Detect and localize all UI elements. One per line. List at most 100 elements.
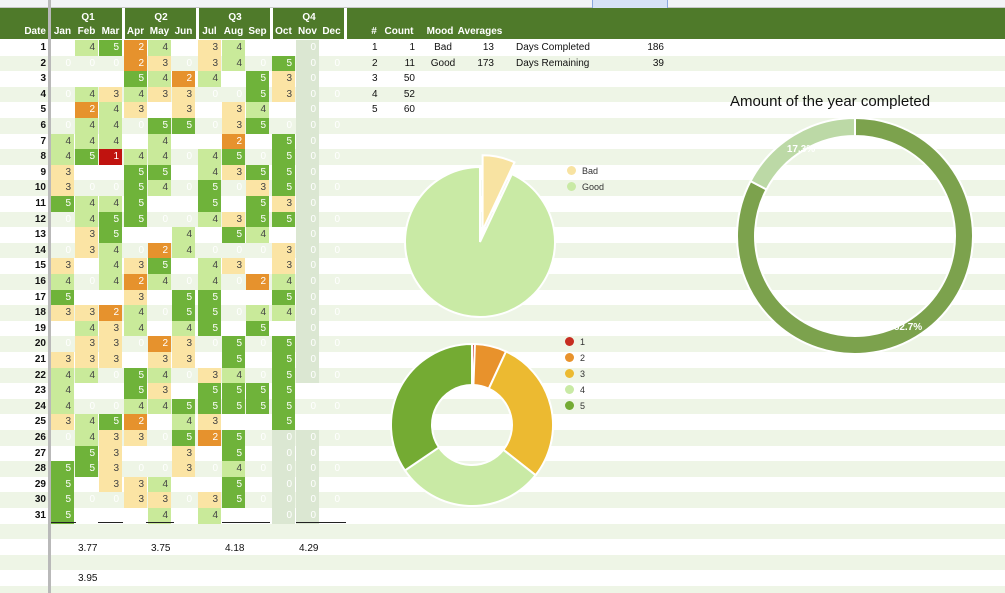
slice-5[interactable]: [390, 342, 473, 472]
mood-cell[interactable]: 4: [51, 398, 74, 415]
mood-cell[interactable]: 0: [162, 432, 168, 443]
mood-cell[interactable]: 0: [138, 463, 144, 475]
mood-cell[interactable]: 0: [113, 494, 119, 506]
date-cell[interactable]: 26: [34, 432, 46, 443]
mood-cell[interactable]: 4: [75, 211, 98, 228]
mood-cell[interactable]: 0: [296, 180, 319, 196]
mood-cell[interactable]: 5: [124, 180, 147, 196]
mood-cell[interactable]: 4: [124, 149, 147, 165]
mood-cell[interactable]: 3: [51, 305, 74, 321]
mood-cell[interactable]: 4: [51, 149, 74, 165]
mood-cell[interactable]: 0: [334, 354, 340, 365]
mood-cell[interactable]: 4: [198, 71, 221, 87]
mood-cell[interactable]: 5: [124, 211, 147, 228]
mood-cell[interactable]: 0: [334, 260, 340, 272]
mood-cell[interactable]: 5: [51, 492, 74, 508]
mood-cell[interactable]: 0: [162, 213, 168, 225]
mood-cell[interactable]: 5: [51, 476, 74, 493]
mood-cell[interactable]: 4: [124, 320, 147, 337]
mood-cell[interactable]: 2: [124, 40, 147, 56]
mood-cell[interactable]: 0: [272, 492, 295, 508]
mood-cell[interactable]: 0: [272, 508, 295, 524]
mood-cell[interactable]: 0: [113, 510, 119, 521]
mood-cell[interactable]: 5: [272, 383, 295, 399]
mood-cell[interactable]: 0: [236, 198, 242, 209]
mood-cell[interactable]: 5: [75, 149, 98, 165]
mood-cell[interactable]: 5: [148, 118, 171, 134]
mood-cell[interactable]: 0: [334, 276, 340, 287]
mood-cell[interactable]: 0: [236, 322, 242, 334]
mood-cell[interactable]: 0: [296, 86, 319, 103]
mood-cell[interactable]: 2: [172, 71, 195, 87]
mood-cell[interactable]: 5: [222, 430, 245, 446]
mood-cell[interactable]: 0: [65, 57, 71, 69]
date-cell[interactable]: 31: [34, 510, 46, 521]
mood-cell[interactable]: 0: [113, 369, 119, 381]
date-cell[interactable]: 13: [34, 229, 46, 241]
mood-cell[interactable]: 0: [138, 244, 144, 256]
mood-cell[interactable]: 3: [222, 102, 245, 118]
mood-cell[interactable]: 3: [172, 102, 195, 118]
mood-cell[interactable]: 0: [113, 291, 119, 303]
mood-cell[interactable]: 0: [89, 166, 95, 178]
mood-cell[interactable]: 0: [334, 291, 340, 303]
mood-cell[interactable]: 5: [222, 398, 245, 415]
mood-cell[interactable]: 5: [75, 461, 98, 477]
mood-cell[interactable]: 4: [75, 118, 98, 134]
mood-cell[interactable]: 2: [198, 430, 221, 446]
mood-cell[interactable]: 0: [334, 73, 340, 85]
mood-cell[interactable]: 0: [186, 213, 192, 225]
mood-cell[interactable]: 3: [222, 211, 245, 228]
mood-cell[interactable]: 0: [260, 338, 266, 350]
mood-cell[interactable]: 5: [198, 180, 221, 196]
mood-cell[interactable]: 3: [148, 86, 171, 103]
mood-cell[interactable]: 5: [222, 445, 245, 462]
mood-cell[interactable]: 0: [236, 244, 242, 256]
date-cell[interactable]: 8: [40, 151, 46, 163]
mood-cell[interactable]: 0: [296, 133, 319, 150]
mood-cell[interactable]: 0: [260, 354, 266, 365]
frozen-column-divider[interactable]: [48, 0, 51, 593]
mood-cell[interactable]: 5: [272, 180, 295, 196]
mood-cell[interactable]: 3: [75, 242, 98, 259]
mood-cell[interactable]: 0: [296, 289, 319, 306]
mood-cell[interactable]: 4: [99, 133, 122, 150]
mood-cell[interactable]: 0: [296, 492, 319, 508]
mood-cell[interactable]: 3: [246, 180, 269, 196]
mood-cell[interactable]: 0: [296, 55, 319, 72]
mood-cell[interactable]: 3: [172, 336, 195, 352]
mood-cell[interactable]: 0: [138, 120, 144, 131]
mood-cell[interactable]: 0: [138, 135, 144, 147]
mood-cell[interactable]: 3: [99, 445, 122, 462]
mood-cell[interactable]: 4: [51, 274, 74, 290]
mood-cell[interactable]: 0: [162, 104, 168, 116]
mood-cell[interactable]: 0: [65, 244, 71, 256]
mood-cell[interactable]: 0: [162, 416, 168, 428]
mood-cell[interactable]: 4: [148, 398, 171, 415]
mood-cell[interactable]: 0: [186, 42, 192, 53]
mood-cell[interactable]: 4: [198, 164, 221, 181]
year-progress-donut[interactable]: 82.7% 17.3%: [736, 116, 974, 355]
mood-cell[interactable]: 0: [65, 432, 71, 443]
mood-cell[interactable]: 0: [260, 57, 266, 69]
mood-cell[interactable]: 0: [138, 510, 144, 521]
mood-cell[interactable]: 0: [236, 88, 242, 100]
mood-cell[interactable]: 5: [272, 55, 295, 72]
mood-cell[interactable]: 4: [148, 476, 171, 493]
mood-cell[interactable]: 5: [99, 40, 122, 56]
mood-cell[interactable]: 0: [89, 478, 95, 490]
mood-cell[interactable]: 4: [75, 320, 98, 337]
mood-cell[interactable]: 5: [272, 289, 295, 306]
mood-cell[interactable]: 3: [222, 258, 245, 274]
mood-cell[interactable]: 0: [89, 57, 95, 69]
mood-cell[interactable]: 4: [124, 86, 147, 103]
mood-cell[interactable]: 5: [272, 398, 295, 415]
mood-cell[interactable]: 0: [334, 244, 340, 256]
mood-cell[interactable]: 5: [198, 289, 221, 306]
mood-cell[interactable]: 0: [138, 354, 144, 365]
mood-cell[interactable]: 4: [124, 305, 147, 321]
mood-cell[interactable]: 4: [172, 414, 195, 430]
mood-cell[interactable]: 0: [212, 135, 218, 147]
mood-cell[interactable]: 3: [51, 164, 74, 181]
date-cell[interactable]: 4: [40, 88, 46, 100]
